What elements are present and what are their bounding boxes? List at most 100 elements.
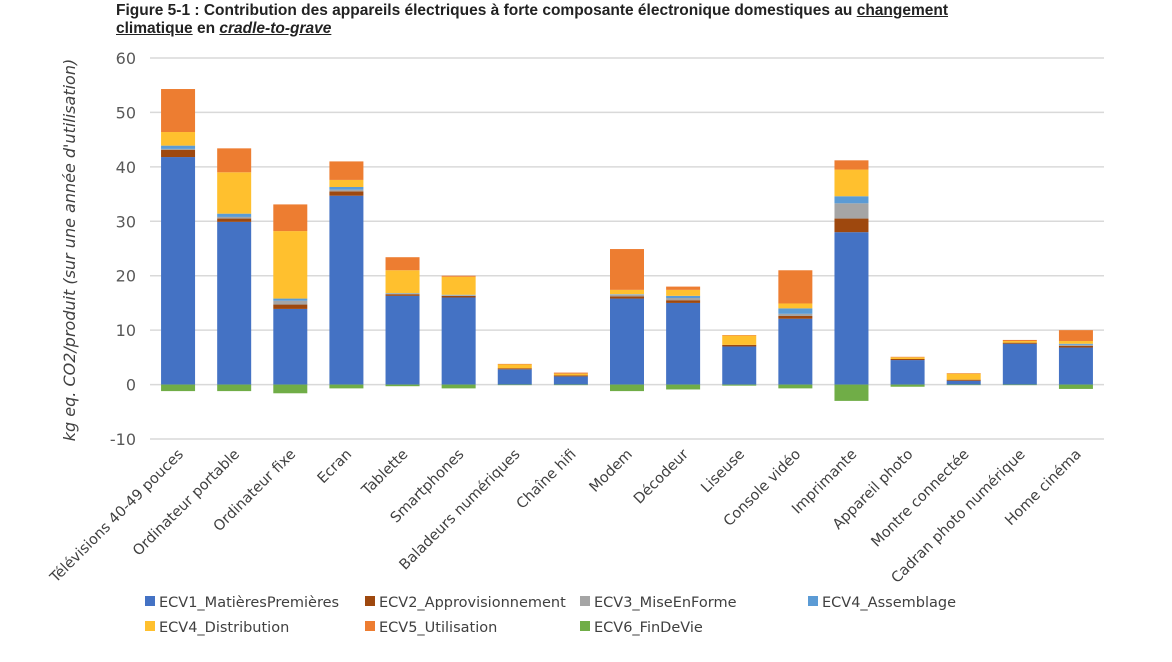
bar-segment <box>890 357 925 359</box>
bar-segment <box>610 296 644 299</box>
bar-segment <box>329 191 364 196</box>
y-tick-label: 40 <box>116 158 136 177</box>
y-axis-label: kg eq. CO2/produit (sur une année d'util… <box>60 59 79 441</box>
bar-segment <box>273 204 308 232</box>
bar-segment <box>161 149 196 158</box>
bar-segment <box>890 384 925 387</box>
bar-segment <box>553 375 588 377</box>
y-tick-label: -10 <box>110 430 136 449</box>
bar-segment <box>946 373 981 380</box>
bar-segment <box>385 384 420 387</box>
x-tick-label: Montre connectée <box>869 446 973 550</box>
legend-swatch <box>580 621 590 631</box>
bar-segment <box>666 300 701 303</box>
x-tick-label: Modem <box>587 447 636 496</box>
bar-segment <box>217 384 252 392</box>
bar-segment <box>666 298 701 301</box>
title-text: Figure 5-1 : Contribution des appareils … <box>116 2 857 19</box>
bar-segment <box>778 303 813 309</box>
bar-segment <box>441 384 476 389</box>
bar-segment <box>610 294 644 297</box>
bar-segment <box>217 213 252 217</box>
y-tick-label: 0 <box>126 376 136 395</box>
y-tick-label: 10 <box>116 321 136 340</box>
bar-segment <box>217 216 252 219</box>
bar-segment <box>329 161 364 180</box>
bar-segment <box>666 295 701 299</box>
bar-segment <box>497 384 532 386</box>
bar-segment <box>946 379 981 381</box>
x-tick-label: Baladeurs numériques <box>397 447 524 574</box>
bar-segment <box>666 289 701 296</box>
title-italic: cradle-to-grave <box>219 20 332 37</box>
bar-segment <box>834 384 869 401</box>
bar-segment <box>273 300 308 305</box>
title-underlined: changement climatique <box>116 2 949 37</box>
legend-label: ECV5_Utilisation <box>379 620 497 636</box>
bar-segment <box>610 384 644 392</box>
bar-segment <box>946 384 981 386</box>
bar-segment <box>273 231 308 299</box>
bar-segment <box>722 335 757 345</box>
bar-segment <box>441 297 476 385</box>
bar-segment <box>441 295 476 296</box>
legend-swatch <box>365 596 375 606</box>
bar-segment <box>778 318 813 385</box>
bar-segment <box>385 270 420 294</box>
bar-segment <box>329 179 364 187</box>
bar-segment <box>834 218 869 233</box>
bar-segment <box>273 384 308 394</box>
bar-segment <box>385 293 420 295</box>
bar-segment <box>1058 345 1093 348</box>
legend-swatch <box>145 621 155 631</box>
bar-segment <box>1058 344 1093 346</box>
bar-segment <box>553 372 588 374</box>
bar-segment <box>553 376 588 385</box>
bar-segment <box>834 160 869 170</box>
x-tick-label: Chaîne hifi <box>514 447 580 513</box>
bar-segment <box>834 232 869 385</box>
bar-segment <box>273 308 308 385</box>
bar-segment <box>217 148 252 173</box>
bar-segment <box>497 368 532 370</box>
bar-segment <box>610 249 644 290</box>
bar-segment <box>722 346 757 385</box>
bar-segment <box>1058 343 1093 345</box>
legend-label: ECV1_MatièresPremières <box>159 595 339 611</box>
bar-segment <box>273 298 308 301</box>
legend-label: ECV6_FinDeVie <box>594 620 703 636</box>
bar-segment <box>385 294 420 296</box>
bar-segment <box>778 313 813 316</box>
bar-segment <box>610 298 644 385</box>
y-tick-label: 20 <box>116 267 136 286</box>
bar-segment <box>890 358 925 361</box>
bar-segment <box>217 218 252 222</box>
bar-segment <box>778 384 813 389</box>
bar-segment <box>666 384 701 390</box>
bar-segment <box>553 373 588 376</box>
bar-segment <box>329 384 364 389</box>
bar-segment <box>161 89 196 133</box>
bar-segment <box>1058 330 1093 342</box>
bar-segment <box>385 257 420 271</box>
bar-segment <box>273 304 308 309</box>
legend-label: ECV4_Assemblage <box>822 595 956 611</box>
bar-segment <box>329 195 364 385</box>
bar-segment <box>1058 384 1093 389</box>
bar-segment <box>161 132 196 146</box>
bar-segment <box>666 286 701 290</box>
bar-segment <box>441 295 476 298</box>
bar-segment <box>385 295 420 385</box>
bar-segment <box>1002 343 1037 385</box>
bar-segment <box>217 221 252 385</box>
title-mid: en <box>192 20 220 37</box>
bar-segment <box>834 169 869 197</box>
bar-segment <box>946 373 981 374</box>
bar-segment <box>778 315 813 319</box>
legend-swatch <box>365 621 375 631</box>
x-tick-label: Ecran <box>315 447 355 487</box>
bar-segment <box>1002 384 1037 386</box>
bar-segment <box>161 157 196 385</box>
bar-segment <box>385 293 420 294</box>
bar-segment <box>441 294 476 296</box>
